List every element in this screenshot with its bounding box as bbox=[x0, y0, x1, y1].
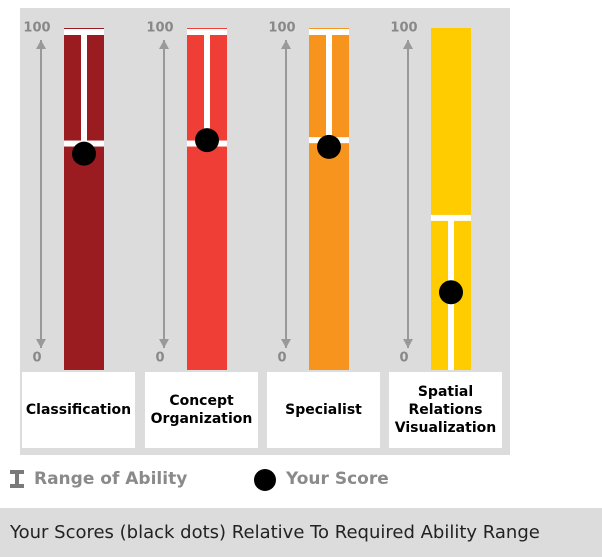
category-label: Spatial Relations Visualization bbox=[389, 372, 502, 448]
range-part bbox=[431, 214, 471, 221]
category-label: Classification bbox=[22, 372, 135, 448]
legend-label: Your Score bbox=[285, 469, 389, 489]
legend-dot bbox=[254, 469, 276, 491]
axis-arrow bbox=[403, 40, 413, 49]
caption-band bbox=[0, 508, 602, 557]
range-part bbox=[309, 29, 349, 35]
range-part bbox=[64, 29, 104, 35]
caption: Your Scores (black dots) Relative To Req… bbox=[9, 522, 540, 543]
legend-label: Range of Ability bbox=[34, 469, 187, 489]
axis-arrow bbox=[281, 339, 291, 348]
range-part bbox=[204, 32, 210, 144]
category-label: Concept Organization bbox=[145, 372, 258, 448]
score-dot bbox=[439, 280, 463, 305]
score-dot bbox=[72, 141, 96, 166]
axis-arrow bbox=[36, 339, 46, 348]
axis-arrow bbox=[36, 40, 46, 49]
y-tick-label: 0 bbox=[277, 351, 286, 366]
axis-arrow bbox=[281, 40, 291, 49]
score-dot bbox=[195, 128, 219, 153]
y-tick-label: 100 bbox=[268, 21, 295, 36]
range-part bbox=[326, 32, 332, 141]
score-dot bbox=[317, 134, 341, 159]
range-part bbox=[187, 29, 227, 35]
y-tick-label: 0 bbox=[399, 351, 408, 366]
axis-arrow bbox=[159, 40, 169, 49]
y-tick-label: 100 bbox=[390, 21, 417, 36]
y-tick-label: 0 bbox=[32, 351, 41, 366]
y-tick-label: 100 bbox=[146, 21, 173, 36]
range-part bbox=[81, 32, 87, 144]
y-tick-label: 100 bbox=[23, 21, 50, 36]
axis-arrow bbox=[403, 339, 413, 348]
y-tick-label: 0 bbox=[155, 351, 164, 366]
legend-range-icon bbox=[10, 470, 24, 488]
category-label: Specialist bbox=[267, 372, 380, 448]
axis-arrow bbox=[159, 339, 169, 348]
